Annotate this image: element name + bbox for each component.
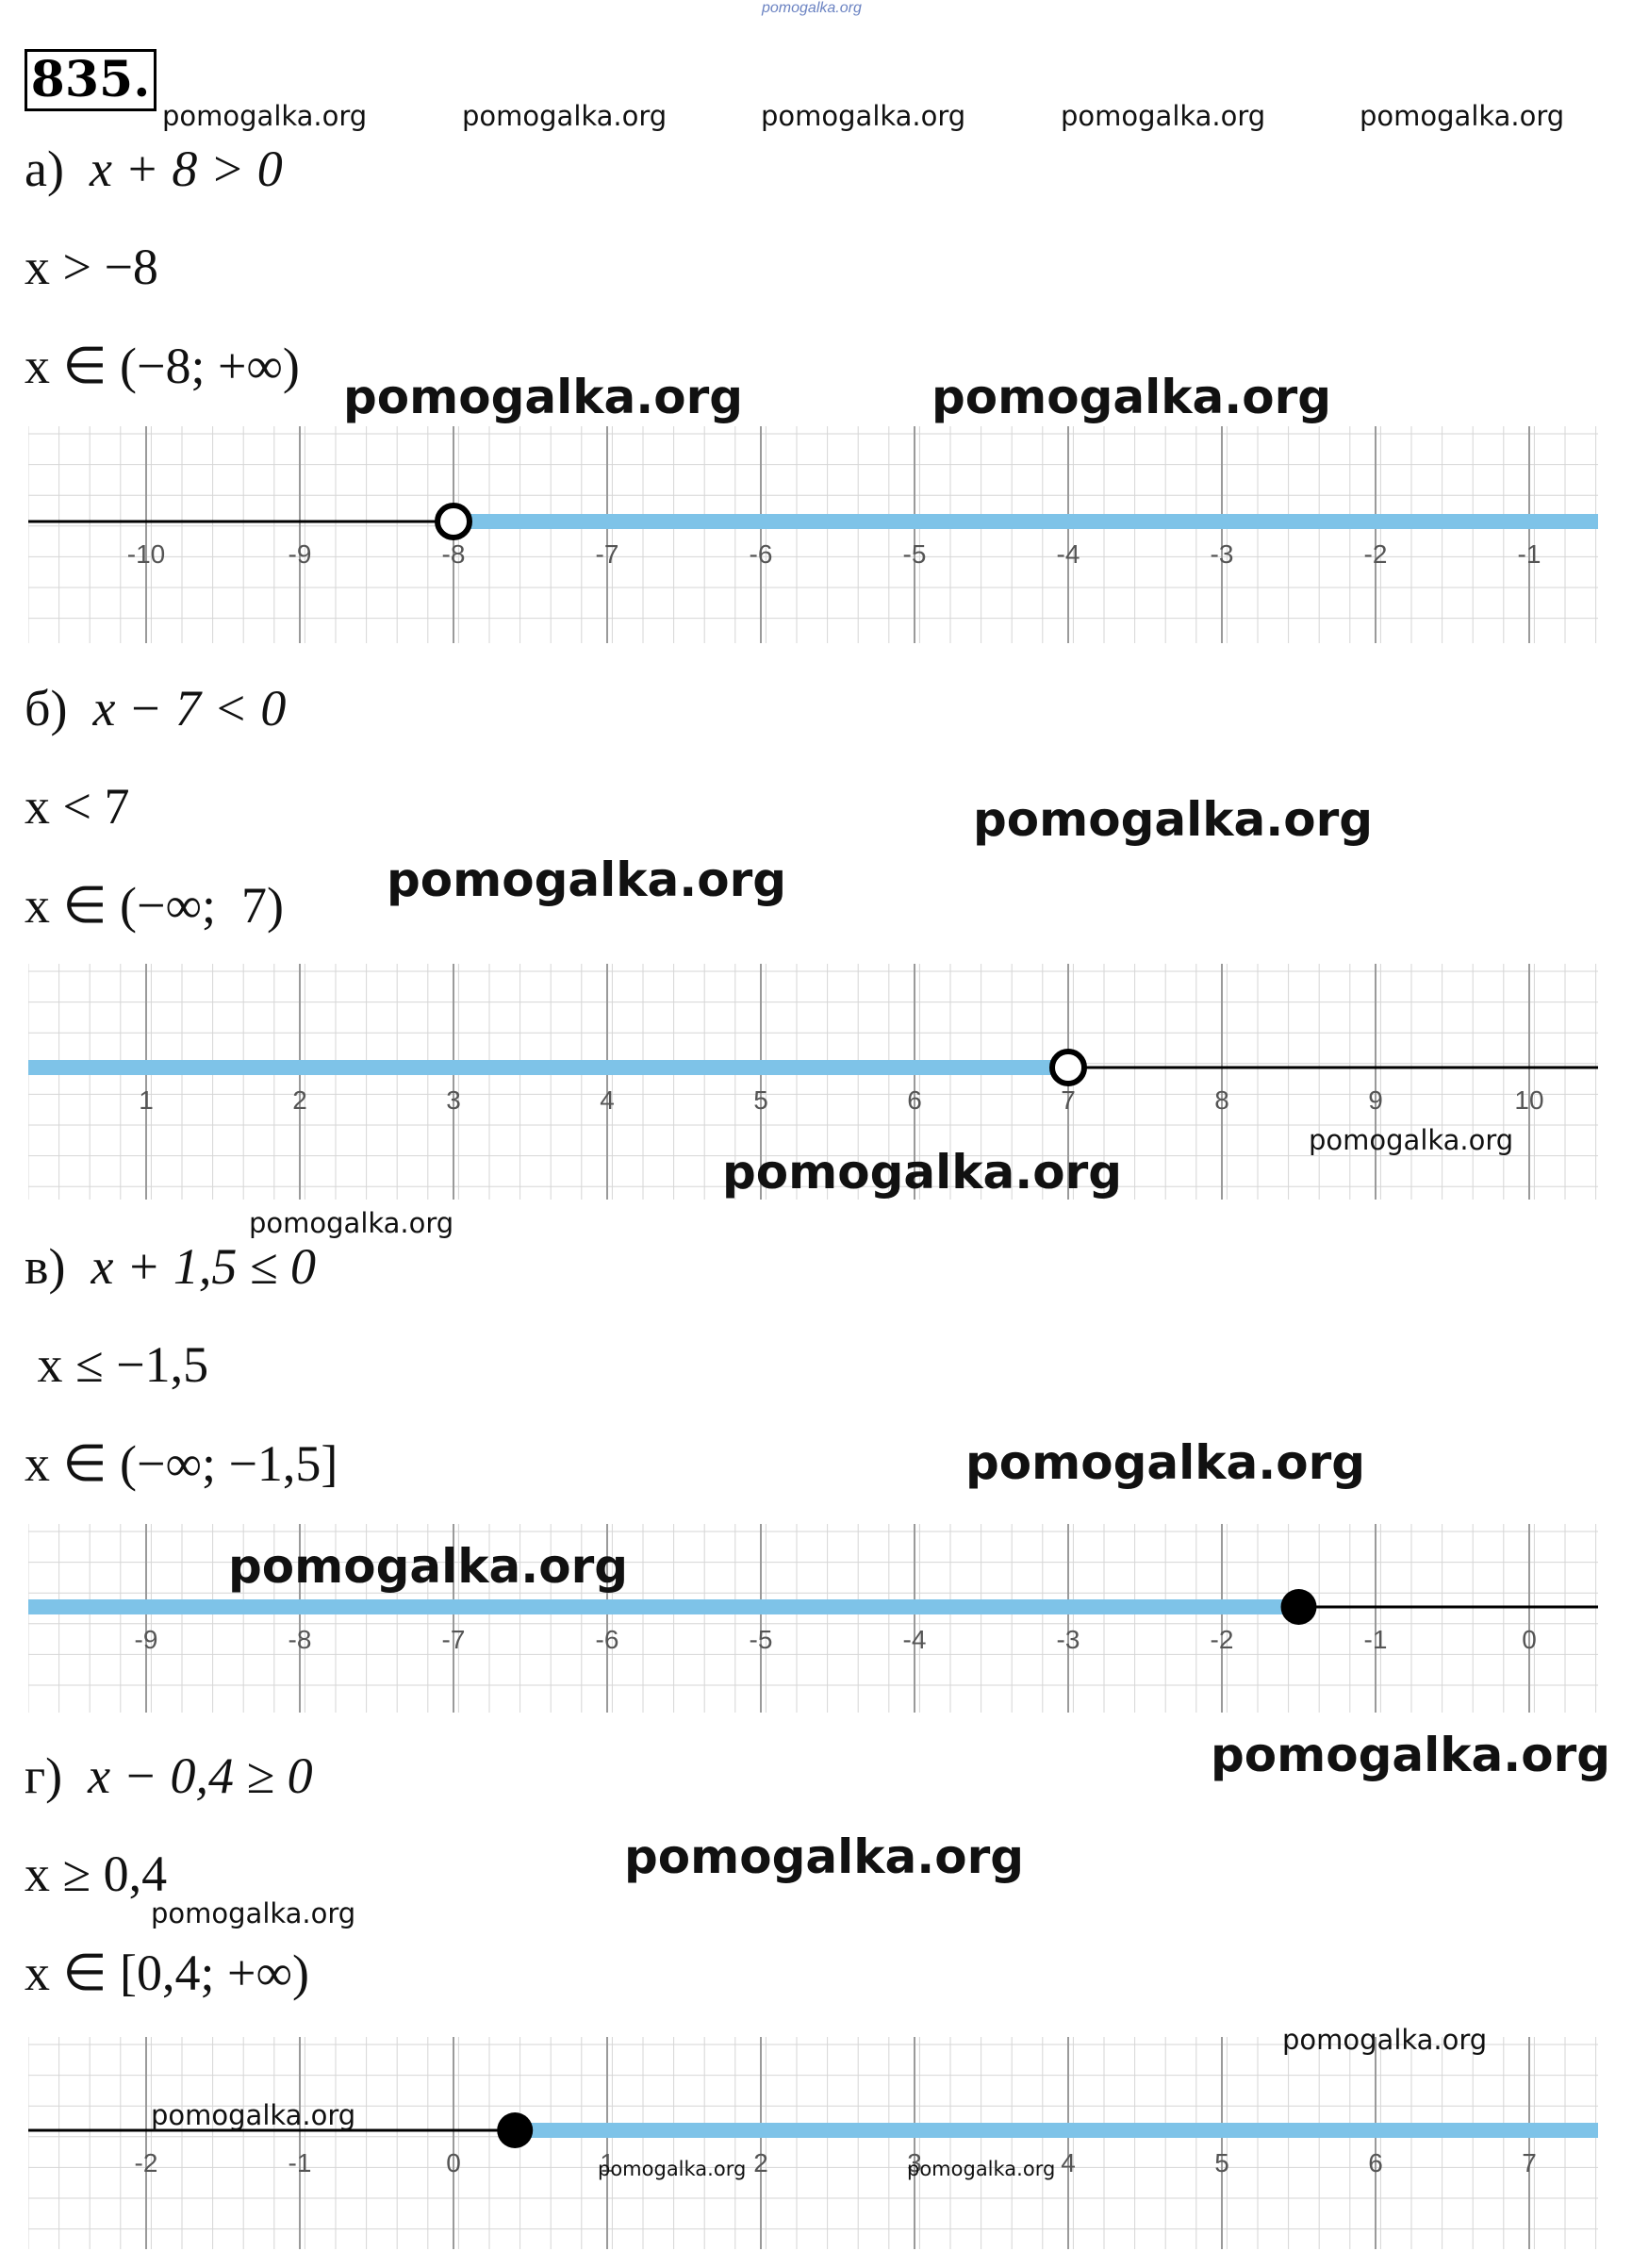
watermark: pomogalka.org (598, 2158, 747, 2180)
tick-label: 6 (907, 1085, 922, 1115)
number-line-g: -2 -1 0 1 2 3 4 5 6 7 (28, 2037, 1598, 2249)
watermark: pomogalka.org (387, 853, 787, 907)
watermark: pomogalka.org (1061, 100, 1266, 132)
watermark: pomogalka.org (1309, 1124, 1514, 1156)
part-a-solution: x > −8 (25, 239, 158, 295)
solution-ray (515, 2123, 1598, 2138)
solution-ray (28, 1599, 1299, 1614)
site-mark-top: pomogalka.org (762, 0, 862, 16)
tick-label: 8 (1214, 1085, 1229, 1115)
watermark: pomogalka.org (151, 2099, 356, 2131)
tick-label: 6 (1368, 2148, 1383, 2177)
part-v-interval: x ∈ (−∞; −1,5] (25, 1435, 338, 1492)
tick-label: -2 (135, 2148, 158, 2177)
watermark: pomogalka.org (973, 792, 1374, 847)
watermark: pomogalka.org (249, 1207, 454, 1239)
tick-label: 4 (1061, 2148, 1076, 2177)
tick-label: 7 (1522, 2148, 1537, 2177)
tick-label: -1 (288, 2148, 312, 2177)
number-line-a: -10 -9 -8 -7 -6 -5 -4 -3 -2 -1 (28, 426, 1598, 643)
grid (28, 2037, 1598, 2249)
solution-ray (28, 1060, 1068, 1075)
part-b-solution: x < 7 (25, 778, 130, 835)
watermark: pomogalka.org (343, 370, 744, 424)
tick-label: 4 (600, 1085, 615, 1115)
open-point (435, 503, 472, 540)
tick-label: -3 (1211, 539, 1234, 569)
tick-label: 9 (1368, 1085, 1383, 1115)
watermark: pomogalka.org (1282, 2024, 1488, 2056)
tick-label: -6 (596, 1625, 619, 1654)
tick-label: 7 (1061, 1085, 1076, 1115)
solution-ray (453, 514, 1598, 529)
tick-label: 3 (446, 1085, 461, 1115)
tick-label: -7 (596, 539, 619, 569)
tick-label: 3 (907, 2148, 922, 2177)
open-point (1049, 1049, 1087, 1086)
tick-label: -10 (127, 539, 165, 569)
tick-label: -2 (1364, 539, 1388, 569)
part-g-solution: x ≥ 0,4 (25, 1846, 168, 1902)
tick-label: -4 (903, 1625, 927, 1654)
tick-label: -9 (135, 1625, 158, 1654)
grid (28, 1524, 1598, 1713)
closed-point (497, 2112, 534, 2148)
watermark: pomogalka.org (931, 370, 1332, 424)
tick-label: -9 (288, 539, 312, 569)
tick-label: -8 (288, 1625, 312, 1654)
tick-label: -8 (442, 539, 466, 569)
watermark: pomogalka.org (1211, 1728, 1611, 1782)
watermark: pomogalka.org (462, 100, 668, 132)
tick-label: -3 (1057, 1625, 1080, 1654)
tick-label: 5 (1214, 2148, 1229, 2177)
watermark: pomogalka.org (722, 1145, 1123, 1200)
number-line-v: -9 -8 -7 -6 -5 -4 -3 -2 -1 0 (28, 1524, 1598, 1713)
tick-label: -4 (1057, 539, 1080, 569)
watermark: pomogalka.org (624, 1829, 1025, 1884)
tick-label: 10 (1514, 1085, 1543, 1115)
tick-label: -7 (442, 1625, 466, 1654)
tick-label: 0 (446, 2148, 461, 2177)
part-b-interval: x ∈ (−∞; 7) (25, 877, 284, 934)
watermark: pomogalka.org (907, 2158, 1056, 2180)
tick-label: -5 (903, 539, 927, 569)
tick-label: 1 (600, 2148, 615, 2177)
tick-label: -5 (750, 1625, 773, 1654)
tick-label: -1 (1364, 1625, 1388, 1654)
closed-point (1280, 1589, 1317, 1625)
tick-label: -6 (750, 539, 773, 569)
part-g-inequality: г) x − 0,4 ≥ 0 (25, 1747, 313, 1804)
tick-label: 2 (753, 2148, 768, 2177)
watermark: pomogalka.org (162, 100, 368, 132)
tick-label: -1 (1518, 539, 1541, 569)
tick-label: 1 (139, 1085, 154, 1115)
watermark: pomogalka.org (965, 1435, 1366, 1490)
problem-number: 835. (25, 49, 157, 111)
grid (28, 426, 1598, 643)
watermark: pomogalka.org (228, 1539, 629, 1594)
watermark: pomogalka.org (761, 100, 966, 132)
tick-label: -2 (1211, 1625, 1234, 1654)
part-a-inequality: а) x + 8 > 0 (25, 141, 283, 197)
part-g-interval: x ∈ [0,4; +∞) (25, 1945, 309, 2001)
watermark: pomogalka.org (151, 1897, 356, 1929)
part-v-inequality: в) x + 1,5 ≤ 0 (25, 1238, 317, 1295)
tick-label: 5 (753, 1085, 768, 1115)
tick-label: 2 (292, 1085, 307, 1115)
part-a-interval: x ∈ (−8; +∞) (25, 338, 300, 394)
watermark: pomogalka.org (1360, 100, 1565, 132)
part-b-inequality: б) x − 7 < 0 (25, 680, 287, 737)
part-v-solution: x ≤ −1,5 (25, 1336, 209, 1393)
number-line-b: 1 2 3 4 5 6 7 8 9 10 (28, 964, 1598, 1200)
tick-label: 0 (1522, 1625, 1537, 1654)
